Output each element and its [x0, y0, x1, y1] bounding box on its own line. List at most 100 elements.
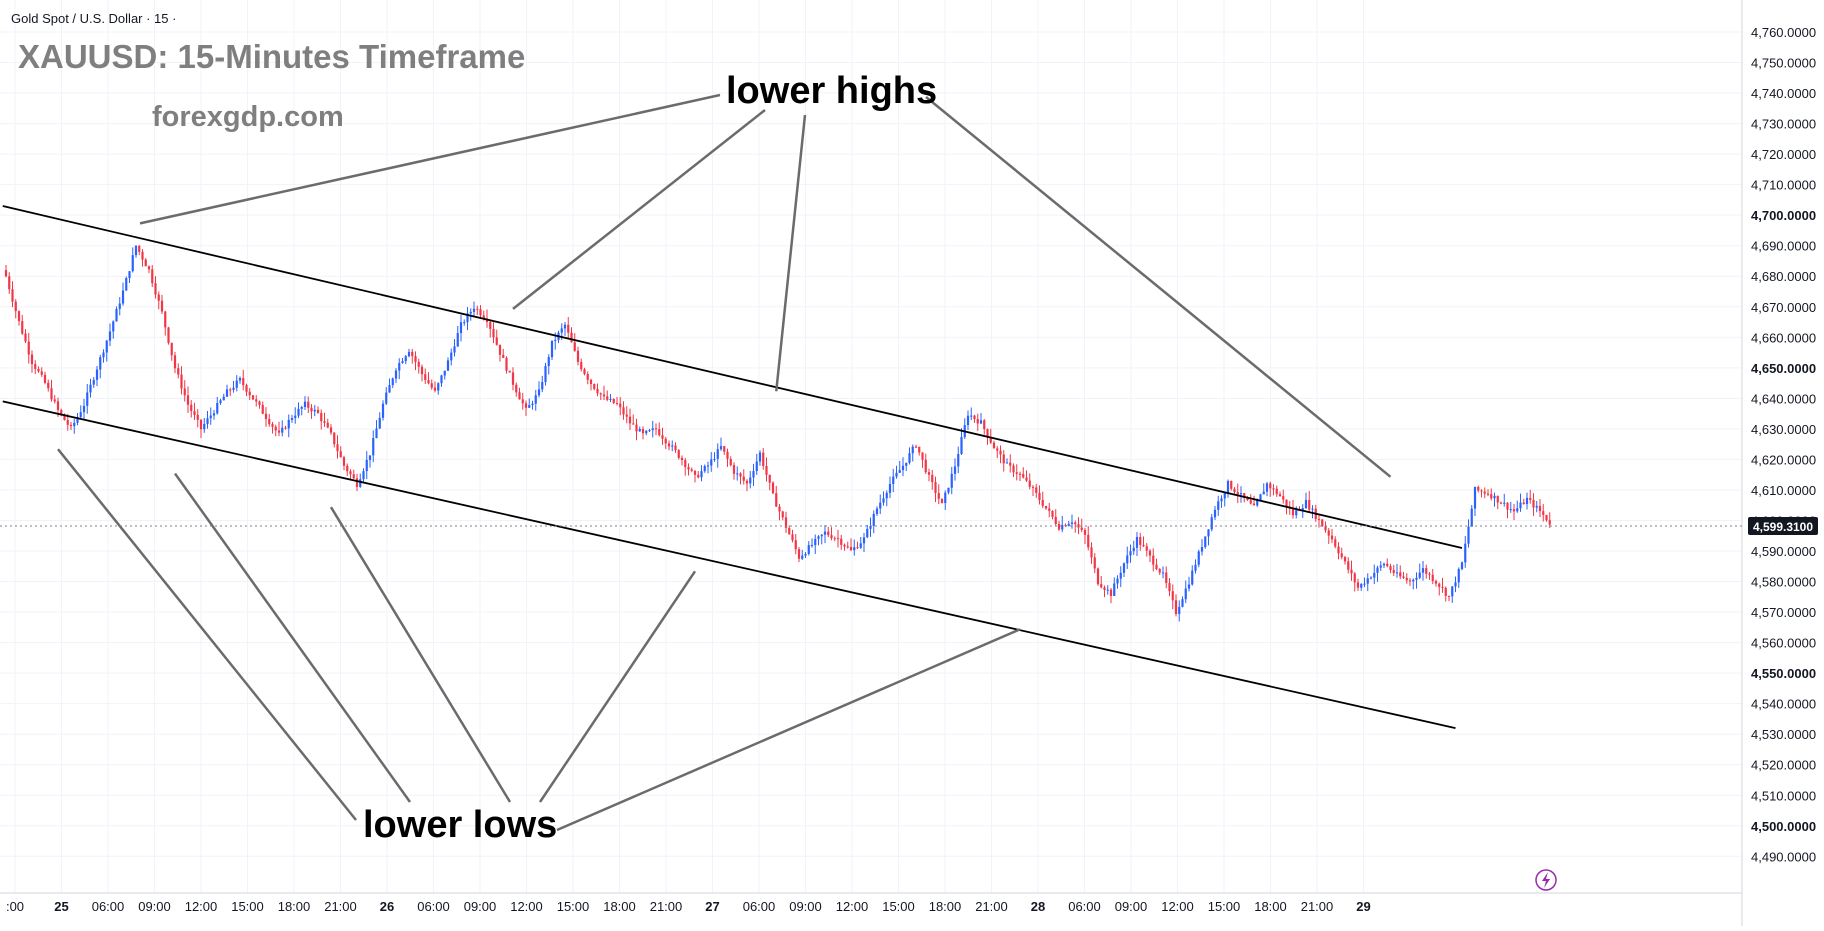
candle: [732, 462, 736, 480]
symbol-label[interactable]: Gold Spot / U.S. Dollar · 15 ·: [11, 11, 176, 26]
candle: [287, 414, 290, 438]
candle: [502, 348, 505, 359]
candle: [92, 376, 95, 388]
candle: [593, 383, 596, 391]
candle: [430, 379, 433, 390]
candle: [1096, 567, 1100, 586]
candle: [849, 538, 853, 551]
candle: [1054, 509, 1057, 527]
candle: [1373, 564, 1376, 585]
candle: [976, 413, 979, 431]
time-tick-label: 29: [1356, 899, 1370, 914]
candle: [115, 306, 118, 322]
candle: [547, 354, 550, 375]
candle: [1454, 576, 1457, 593]
website-label: forexgdp.com: [152, 101, 344, 133]
candle: [716, 443, 719, 468]
candle: [531, 400, 534, 410]
candle: [209, 407, 212, 425]
candle: [456, 326, 459, 348]
candle: [905, 462, 908, 472]
lightning-icon[interactable]: [1535, 869, 1557, 891]
price-tick-label: 4,740.0000: [1751, 86, 1816, 101]
candle: [1451, 585, 1454, 603]
upper-trendline[interactable]: [2, 205, 1463, 549]
candle: [446, 357, 450, 371]
candle: [781, 510, 784, 521]
candle: [1538, 499, 1542, 518]
time-tick-label: 15:00: [882, 899, 915, 914]
candle: [1002, 450, 1005, 472]
time-tick-label: 12:00: [185, 899, 218, 914]
candle: [944, 490, 947, 510]
candle: [1018, 471, 1022, 481]
lower-highs-pointer: [775, 114, 807, 392]
candle: [859, 537, 862, 549]
candle: [1477, 485, 1480, 493]
candle: [1412, 578, 1415, 590]
candle: [960, 428, 963, 455]
candle: [17, 310, 21, 326]
lower-lows-pointer: [329, 506, 512, 803]
candle: [745, 479, 749, 492]
candle: [979, 412, 983, 425]
candle: [1155, 558, 1158, 571]
candle: [391, 377, 394, 389]
candle: [667, 440, 671, 451]
candle: [1269, 481, 1272, 497]
candle: [1509, 501, 1512, 513]
time-axis[interactable]: :00 25 06:00 09:00 12:00 15:00 18:00 21:00 26 06:…: [6, 899, 1371, 914]
candle: [69, 421, 73, 431]
candle: [537, 381, 541, 398]
candle: [599, 392, 602, 401]
candle: [1334, 536, 1337, 549]
candle: [1181, 596, 1184, 608]
candle: [1103, 585, 1106, 598]
price-tick-label: 4,750.0000: [1751, 56, 1816, 71]
candle: [775, 485, 778, 507]
candle: [420, 364, 424, 382]
candle: [385, 387, 388, 405]
price-tick-label: 4,680.0000: [1751, 269, 1816, 284]
candle: [846, 541, 849, 549]
candle: [563, 322, 567, 336]
candle: [108, 323, 112, 347]
candle: [47, 379, 50, 392]
candle: [1009, 454, 1012, 473]
candle: [1425, 564, 1428, 579]
candle: [495, 329, 498, 346]
candle: [1100, 576, 1103, 589]
time-tick-label: 18:00: [603, 899, 636, 914]
candle: [882, 491, 885, 506]
candle: [40, 367, 43, 377]
candle: [1330, 528, 1334, 544]
candle: [794, 534, 797, 555]
candle: [658, 422, 661, 437]
candle: [1083, 527, 1087, 544]
candle: [788, 525, 791, 535]
candle: [414, 351, 417, 371]
candle: [359, 473, 362, 488]
candle: [1161, 566, 1165, 579]
time-tick-label: 21:00: [1301, 899, 1334, 914]
candle: [245, 383, 248, 397]
candle: [160, 294, 164, 315]
candle: [157, 291, 160, 310]
candle: [4, 264, 8, 278]
candle: [1441, 577, 1444, 593]
candle: [736, 466, 739, 481]
candle: [489, 319, 492, 338]
candle: [567, 317, 570, 340]
candle: [1135, 531, 1139, 556]
candle: [1434, 579, 1438, 587]
price-tick-label: 4,520.0000: [1751, 758, 1816, 773]
lower-trendline[interactable]: [2, 400, 1456, 729]
time-tick-label: 12:00: [836, 899, 869, 914]
candle: [1035, 483, 1038, 498]
candle: [762, 448, 765, 470]
candle: [1467, 519, 1470, 548]
time-tick-label: 21:00: [324, 899, 357, 914]
candle: [1347, 557, 1350, 574]
candle: [927, 468, 931, 482]
candle: [996, 445, 999, 459]
